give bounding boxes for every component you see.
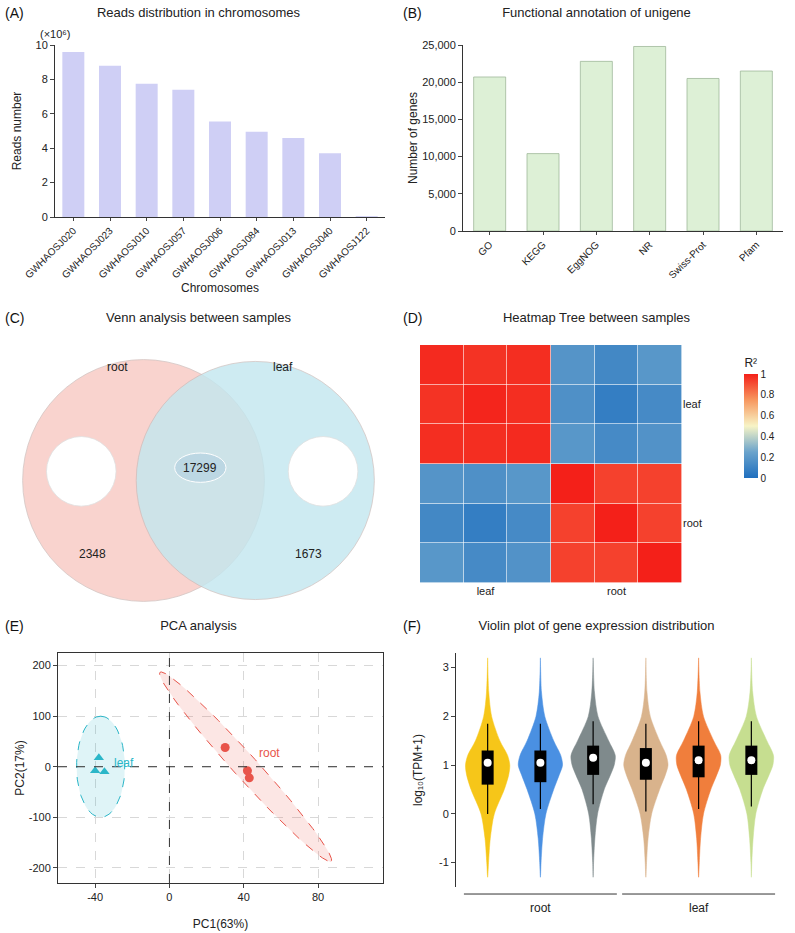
svg-text:40: 40 — [238, 891, 250, 903]
svg-text:root: root — [259, 746, 280, 760]
svg-text:Venn analysis between samples: Venn analysis between samples — [106, 310, 292, 325]
svg-text:10,000: 10,000 — [422, 150, 456, 162]
svg-text:1: 1 — [761, 369, 767, 380]
svg-text:GO: GO — [476, 239, 495, 258]
svg-text:Swiss-Prot: Swiss-Prot — [666, 239, 708, 281]
html-text:(E): (E) — [5, 618, 24, 634]
svg-text:2: 2 — [42, 176, 48, 188]
svg-text:-1: -1 — [439, 856, 449, 868]
svg-text:GWHAOSJ020: GWHAOSJ020 — [23, 225, 79, 281]
svg-text:leaf: leaf — [114, 756, 134, 770]
html-text:(F): (F) — [403, 618, 421, 634]
svg-text:GWHAOSJ023: GWHAOSJ023 — [60, 225, 116, 281]
svg-text:1: 1 — [443, 759, 449, 771]
svg-text:Reads number: Reads number — [10, 92, 24, 171]
svg-text:20,000: 20,000 — [422, 76, 456, 88]
svg-text:200: 200 — [32, 659, 50, 671]
svg-text:0.2: 0.2 — [761, 452, 775, 463]
svg-text:GWHAOSJ084: GWHAOSJ084 — [206, 225, 262, 281]
svg-text:Pfam: Pfam — [737, 239, 761, 263]
svg-text:leaf: leaf — [477, 585, 496, 597]
svg-text:EggNOG: EggNOG — [565, 239, 602, 276]
svg-text:leaf: leaf — [683, 398, 702, 410]
svg-text:-100: -100 — [29, 811, 51, 823]
html-text:(D): (D) — [403, 310, 423, 326]
svg-text:6: 6 — [42, 108, 48, 120]
svg-text:root: root — [530, 901, 551, 915]
svg-text:leaf: leaf — [689, 901, 709, 915]
svg-text:Functional annotation of unige: Functional annotation of unigene — [502, 5, 691, 20]
svg-text:0: 0 — [166, 891, 172, 903]
svg-text:GWHAOSJ006: GWHAOSJ006 — [170, 225, 226, 281]
svg-text:(×10⁶): (×10⁶) — [40, 28, 71, 40]
svg-text:0: 0 — [42, 211, 48, 223]
svg-text:PCA analysis: PCA analysis — [160, 618, 237, 633]
svg-text:0.8: 0.8 — [761, 389, 775, 400]
svg-text:2348: 2348 — [79, 547, 106, 561]
svg-text:0: 0 — [761, 473, 767, 484]
svg-text:GWHAOSJ057: GWHAOSJ057 — [133, 225, 189, 281]
svg-text:0: 0 — [45, 761, 51, 773]
html-text:(C): (C) — [5, 310, 25, 326]
svg-text:root: root — [607, 585, 626, 597]
svg-text:PC2(17%): PC2(17%) — [13, 740, 27, 795]
svg-text:GWHAOSJ010: GWHAOSJ010 — [96, 225, 152, 281]
svg-text:Reads distribution in chromoso: Reads distribution in chromosomes — [97, 5, 301, 20]
svg-text:R²: R² — [744, 356, 757, 370]
svg-text:Number of genes: Number of genes — [406, 92, 420, 184]
svg-text:GWHAOSJ122: GWHAOSJ122 — [316, 225, 372, 281]
html-text:(B): (B) — [403, 5, 422, 21]
svg-text:100: 100 — [32, 710, 50, 722]
svg-text:4: 4 — [42, 142, 48, 154]
svg-text:0.6: 0.6 — [761, 410, 775, 421]
svg-text:8: 8 — [42, 73, 48, 85]
svg-text:10: 10 — [36, 39, 48, 51]
svg-text:17299: 17299 — [183, 461, 217, 475]
svg-text:root: root — [683, 517, 702, 529]
svg-text:5,000: 5,000 — [428, 188, 456, 200]
svg-text:15,000: 15,000 — [422, 113, 456, 125]
svg-text:-200: -200 — [29, 862, 51, 874]
svg-text:Heatmap Tree between samples: Heatmap Tree between samples — [503, 310, 691, 325]
svg-text:2: 2 — [443, 710, 449, 722]
html-text:(A): (A) — [5, 5, 24, 21]
svg-text:leaf: leaf — [273, 360, 293, 374]
svg-text:0: 0 — [450, 225, 456, 237]
svg-text:log₁₀(TPM+1): log₁₀(TPM+1) — [411, 734, 425, 806]
svg-text:PC1(63%): PC1(63%) — [193, 917, 248, 931]
svg-text:0.4: 0.4 — [761, 431, 775, 442]
svg-text:root: root — [107, 360, 128, 374]
svg-text:80: 80 — [312, 891, 324, 903]
svg-text:Chromosomes: Chromosomes — [181, 281, 259, 295]
svg-text:1673: 1673 — [295, 547, 322, 561]
svg-text:0: 0 — [443, 808, 449, 820]
svg-text:Violin plot of gene expression: Violin plot of gene expression distribut… — [478, 618, 714, 633]
svg-text:25,000: 25,000 — [422, 39, 456, 51]
svg-text:KEGG: KEGG — [520, 239, 548, 267]
svg-text:NR: NR — [637, 239, 655, 257]
svg-text:GWHAOSJ013: GWHAOSJ013 — [243, 225, 299, 281]
svg-text:3: 3 — [443, 661, 449, 673]
svg-text:-40: -40 — [87, 891, 103, 903]
svg-text:GWHAOSJ040: GWHAOSJ040 — [280, 225, 336, 281]
